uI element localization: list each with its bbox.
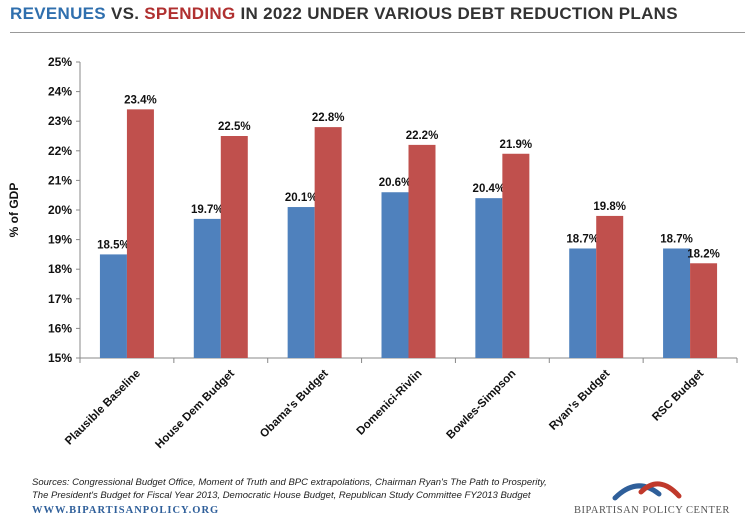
logo-text: BIPARTISAN POLICY CENTER [574,505,730,516]
revenue-bar [569,248,597,358]
category-label: Plausible Baseline [63,368,143,448]
revenue-bar [663,248,691,358]
revenue-data-label: 20.1% [285,192,318,204]
revenue-data-label: 19.7% [191,204,224,216]
y-tick-label: 25% [48,55,72,69]
revenue-bar [475,198,503,358]
category-label: RSC Budget [650,368,706,424]
category-label: Ryan's Budget [547,368,612,433]
category-label: Obama's Budget [258,368,331,441]
spending-data-label: 21.9% [500,139,533,151]
sources-note: Sources: Congressional Budget Office, Mo… [32,476,547,502]
spending-bar [502,153,530,358]
y-tick-label: 19% [48,233,72,247]
spending-data-label: 22.2% [406,130,439,142]
revenue-bar [381,192,409,358]
spending-bar [220,136,248,358]
title-divider [10,32,745,33]
spending-bar [596,215,624,358]
spending-data-label: 23.4% [124,94,157,106]
spending-data-label: 22.8% [312,112,345,124]
sources-line-1: Sources: Congressional Budget Office, Mo… [32,477,547,488]
chart-title: REVENUES VS. SPENDING IN 2022 UNDER VARI… [10,4,678,24]
spending-bar [314,127,342,359]
revenue-data-label: 18.7% [566,233,599,245]
bpc-logo-icon [612,481,682,501]
spending-bar [126,109,154,358]
website-link[interactable]: WWW.BIPARTISANPOLICY.ORG [32,505,220,516]
revenue-data-label: 18.7% [660,233,693,245]
y-tick-label: 20% [48,203,72,217]
title-revenues: REVENUES [10,4,106,23]
revenue-data-label: 20.4% [473,183,506,195]
title-rest: IN 2022 UNDER VARIOUS DEBT REDUCTION PLA… [235,4,678,23]
revenue-data-label: 20.6% [379,177,412,189]
y-tick-label: 18% [48,262,72,276]
spending-data-label: 22.5% [218,121,251,133]
y-tick-label: 15% [48,351,72,365]
title-spending: SPENDING [144,4,236,23]
spending-data-label: 19.8% [593,201,626,213]
category-label: House Dem Budget [153,368,237,452]
y-axis-title: % of GDP [7,183,21,238]
y-tick-label: 17% [48,292,72,306]
category-label: Bowles-Simpson [444,368,518,442]
y-tick-label: 16% [48,321,72,335]
y-tick-label: 22% [48,144,72,158]
revenue-bar [287,207,315,358]
sources-line-2: The President's Budget for Fiscal Year 2… [32,490,531,501]
y-tick-label: 24% [48,85,72,99]
spending-bar [690,263,718,358]
revenue-bar [99,254,127,358]
y-tick-label: 23% [48,114,72,128]
revenue-data-label: 18.5% [97,239,130,251]
revenue-bar [193,218,221,358]
y-tick-label: 21% [48,173,72,187]
bar-chart: 15% 16% 17% 18% 19% 20% 21% 22% 23% 24% 25% % of GD… [7,55,738,452]
title-vs: VS. [105,4,145,23]
category-label: Domenici-Rivlin [355,368,425,438]
spending-bar [408,144,436,358]
spending-data-label: 18.2% [687,248,720,260]
